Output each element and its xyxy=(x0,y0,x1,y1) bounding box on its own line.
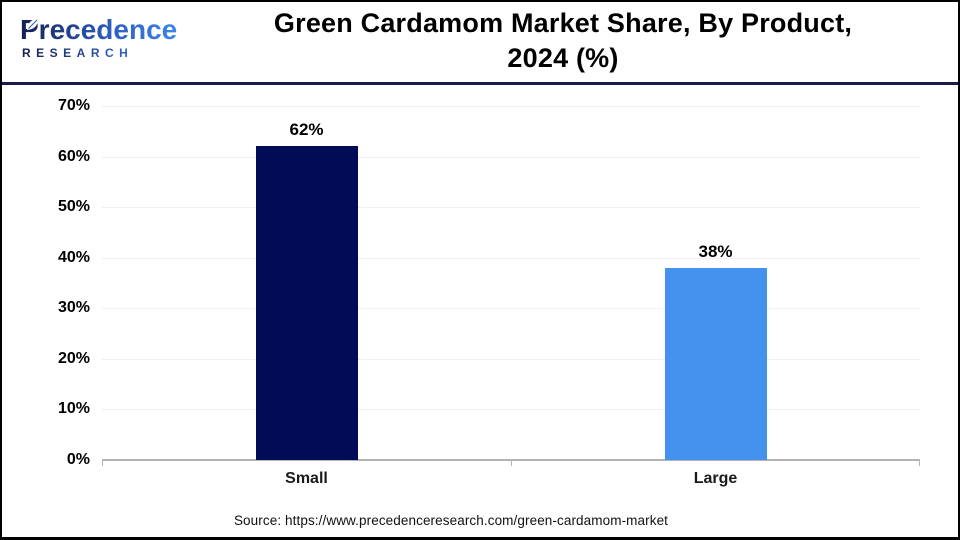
chart-title-line1: Green Cardamom Market Share, By Product, xyxy=(273,8,853,38)
source-citation: Source: https://www.precedenceresearch.c… xyxy=(233,513,669,528)
gridline xyxy=(102,409,920,411)
y-axis-tick-label: 0% xyxy=(66,451,90,468)
gridline xyxy=(102,106,920,107)
brand-subtitle-text: RESEARCH xyxy=(22,46,180,60)
y-axis-tick-label: 70% xyxy=(57,97,90,114)
bar-value-label: 38% xyxy=(698,241,733,261)
plot-area: 62% 38% xyxy=(102,106,920,466)
bar-chart: 62% 38% 0% 10% 20% 30% 40% 50% 60% 70% Small Large xyxy=(2,85,958,505)
y-axis-tick-label: 60% xyxy=(57,147,90,165)
y-axis-tick-label: 50% xyxy=(57,198,90,216)
gridline xyxy=(102,308,920,310)
axis-tick-mark xyxy=(102,460,103,466)
brand-wordmark: Precedence xyxy=(20,15,177,45)
chart-title: Green Cardamom Market Share, By Product,… xyxy=(172,6,954,76)
y-axis-tick-label: 20% xyxy=(57,349,90,367)
header: Precedence RESEARCH Green Cardamom Marke… xyxy=(2,2,958,82)
axis-tick-mark xyxy=(919,460,920,466)
y-axis-tick-label: 10% xyxy=(57,400,90,418)
y-axis-tick-label: 30% xyxy=(57,299,90,317)
bar-value-label: 62% xyxy=(289,120,324,140)
x-axis-category-label: Large xyxy=(693,470,738,487)
gridline xyxy=(102,257,920,259)
header-divider xyxy=(2,82,958,85)
axis-tick-mark xyxy=(511,460,512,466)
gridline xyxy=(102,207,920,209)
x-axis-category-label: Small xyxy=(285,470,328,487)
y-axis-tick-label: 40% xyxy=(57,248,90,266)
gridline xyxy=(102,156,920,158)
brand-name-text: Precedence xyxy=(20,14,178,45)
brand-logo: Precedence RESEARCH xyxy=(20,15,180,61)
chart-title-line2: 2024 (%) xyxy=(507,43,619,73)
bar-large xyxy=(664,267,767,460)
bar-small xyxy=(255,146,358,460)
gridline xyxy=(102,358,920,360)
